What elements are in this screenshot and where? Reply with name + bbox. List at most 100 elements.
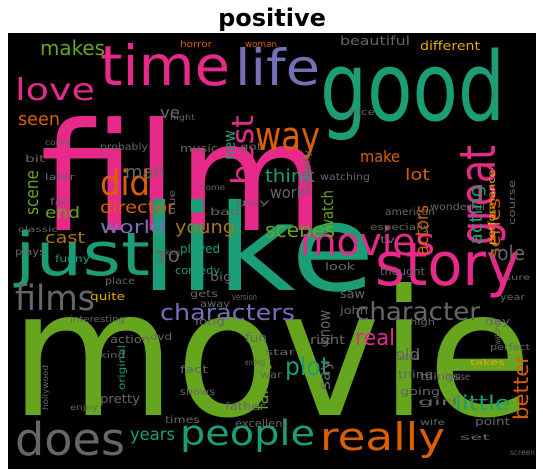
word: house <box>445 372 470 383</box>
word: fact <box>180 363 209 376</box>
title: positive <box>218 4 326 32</box>
word: director <box>100 198 175 218</box>
word: long <box>195 315 225 328</box>
word: actually <box>303 149 313 195</box>
word: young <box>175 217 235 238</box>
word: horror <box>180 40 212 50</box>
word: music <box>180 142 218 155</box>
word: gets <box>190 289 218 300</box>
word: did <box>100 164 150 204</box>
word: kind <box>100 351 125 361</box>
word: end <box>45 203 80 222</box>
word: work <box>270 183 306 202</box>
word: seen <box>18 109 60 130</box>
word: played <box>180 242 220 256</box>
word: father <box>225 400 266 413</box>
word: woman <box>245 40 277 50</box>
word: plays <box>15 247 45 258</box>
word: wonderful <box>430 202 485 213</box>
word: excellent <box>235 417 288 430</box>
word: does <box>15 413 125 466</box>
word: point <box>475 415 511 428</box>
word: beautiful <box>340 34 410 48</box>
word: years <box>130 425 175 445</box>
word: set <box>460 433 490 442</box>
word: especially <box>370 223 431 233</box>
word: scenes <box>265 218 335 242</box>
word: actors <box>412 205 433 255</box>
word: movies <box>300 220 435 264</box>
word: enjoy <box>70 403 98 412</box>
word: dvd <box>150 332 172 343</box>
word: comedy <box>175 264 220 277</box>
word: bad <box>210 207 240 218</box>
word: away <box>200 299 230 310</box>
word: screen <box>510 448 535 457</box>
word: time <box>100 34 230 98</box>
word: true <box>168 189 178 215</box>
word: making <box>155 248 180 257</box>
word: thing <box>398 368 433 381</box>
word: tv <box>380 235 395 246</box>
word: pretty <box>100 392 140 406</box>
word: best <box>226 115 261 185</box>
word: family <box>252 360 273 410</box>
word: day <box>485 315 511 328</box>
word: acting <box>466 185 487 245</box>
word: course <box>508 179 518 225</box>
word: version <box>232 293 257 303</box>
word: hollywood <box>41 365 50 410</box>
word: right <box>310 333 345 347</box>
word: wife <box>420 418 445 427</box>
word: year <box>500 293 525 303</box>
word: scene <box>22 170 43 215</box>
word: plot <box>285 352 330 381</box>
cloud-area <box>8 33 536 469</box>
word: girl <box>418 397 458 408</box>
word: saw <box>340 287 365 301</box>
word: got <box>240 142 262 153</box>
word: say <box>315 360 334 390</box>
word: funny <box>55 254 90 265</box>
word: probably <box>100 142 148 153</box>
word: life <box>235 39 320 97</box>
word: good <box>320 33 505 143</box>
word: john <box>339 304 368 317</box>
word: ve <box>160 103 180 122</box>
word: really <box>320 415 445 459</box>
word: guy <box>235 198 271 207</box>
word: star <box>265 348 296 358</box>
word: cast <box>45 228 85 247</box>
word: make <box>360 147 400 166</box>
word: original <box>117 345 128 390</box>
word: come <box>45 138 70 147</box>
word: night <box>170 113 195 122</box>
word: new <box>220 130 239 160</box>
word: thought <box>380 265 426 278</box>
word: man <box>125 162 165 183</box>
word: world <box>100 217 165 238</box>
word: nice <box>350 108 376 118</box>
word: like <box>140 180 375 319</box>
word: makes <box>40 36 105 60</box>
word: watch <box>318 190 337 230</box>
word: different <box>420 39 480 53</box>
word: ending <box>245 358 265 367</box>
word: think <box>265 166 316 187</box>
word: times <box>165 415 200 426</box>
word: later <box>45 173 75 183</box>
word: fun <box>245 331 267 345</box>
word: great <box>449 145 507 245</box>
word: old <box>395 345 420 364</box>
word: series <box>485 198 504 258</box>
word: movie <box>10 254 532 457</box>
word: way <box>255 114 320 160</box>
word: big <box>210 270 232 284</box>
word: just <box>13 220 150 290</box>
word: sure <box>505 273 530 282</box>
word: real <box>355 326 395 351</box>
word: things <box>420 370 460 383</box>
word: watching <box>320 172 370 183</box>
